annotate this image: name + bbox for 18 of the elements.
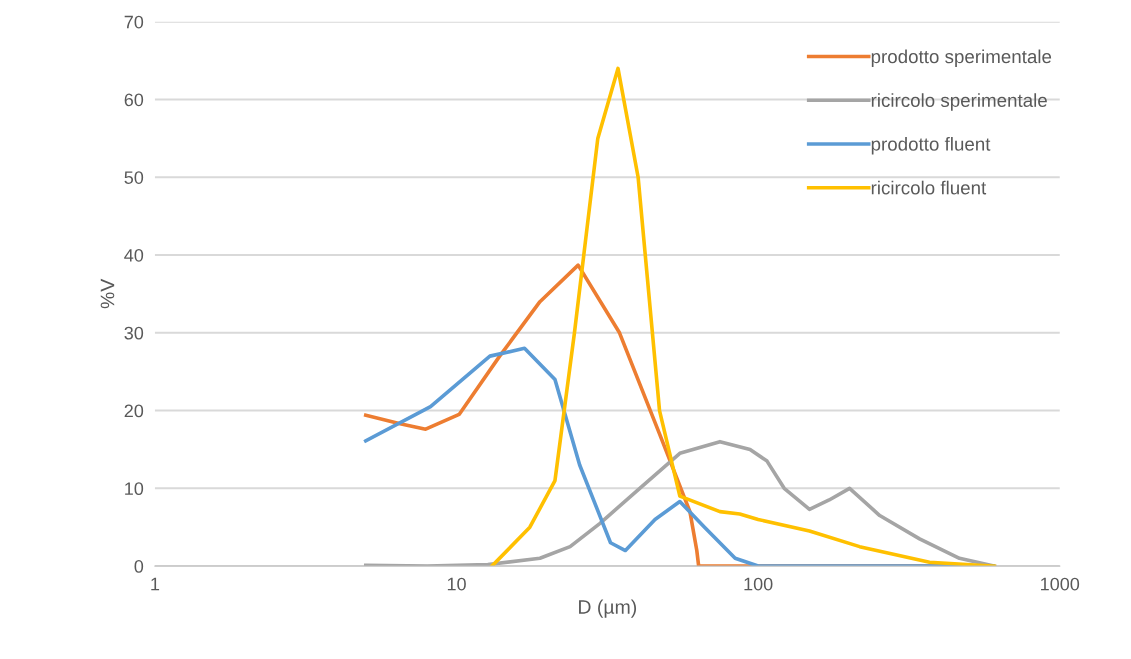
legend-label: ricircolo sperimentale bbox=[871, 93, 1047, 111]
y-tick-label: 0 bbox=[134, 560, 144, 573]
y-tick-label: 20 bbox=[124, 404, 144, 418]
x-tick-label: 100 bbox=[744, 577, 773, 591]
x-axis-title: D (µm) bbox=[579, 599, 637, 618]
legend-label: prodotto sperimentale bbox=[871, 49, 1052, 67]
y-axis-title: %V bbox=[100, 278, 115, 309]
y-tick-label: 10 bbox=[125, 482, 144, 496]
y-tick-label: 60 bbox=[124, 93, 144, 107]
x-tick-label: 10 bbox=[447, 577, 466, 591]
legend-label: prodotto fluent bbox=[871, 136, 991, 155]
x-tick-label: 1000 bbox=[1041, 577, 1080, 591]
y-tick-label: 70 bbox=[124, 15, 144, 29]
y-tick-label: 40 bbox=[124, 248, 144, 262]
y-tick-label: 30 bbox=[124, 326, 144, 340]
legend-label: ricircolo fluent bbox=[871, 180, 987, 195]
x-tick-label: 1 bbox=[151, 577, 160, 591]
y-tick-label: 50 bbox=[124, 171, 144, 184]
